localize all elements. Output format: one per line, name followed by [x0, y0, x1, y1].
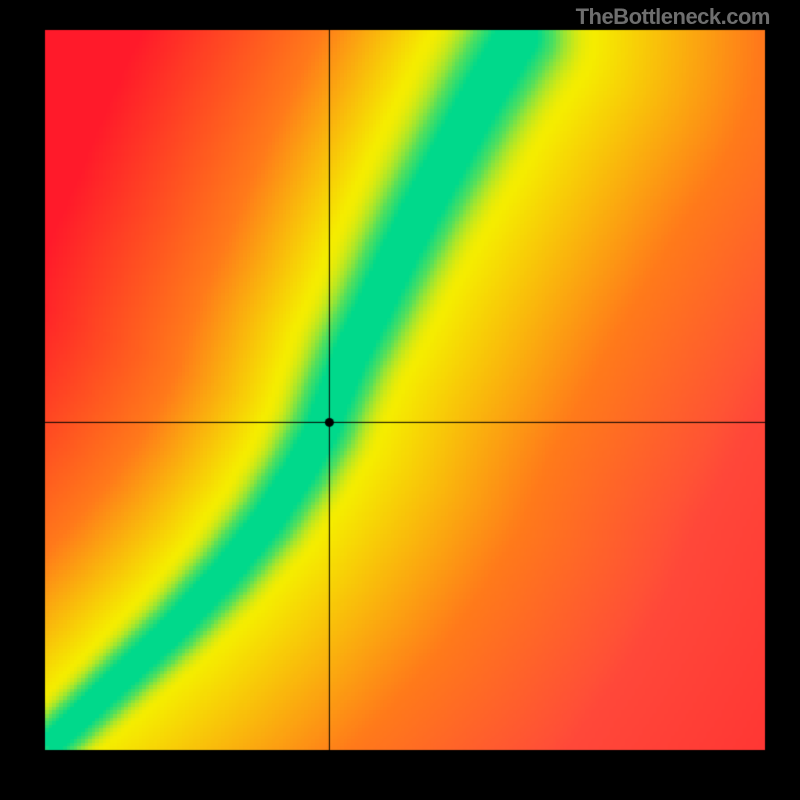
watermark: TheBottleneck.com: [576, 4, 770, 30]
chart-container: TheBottleneck.com: [0, 0, 800, 800]
heatmap-canvas: [0, 0, 800, 800]
